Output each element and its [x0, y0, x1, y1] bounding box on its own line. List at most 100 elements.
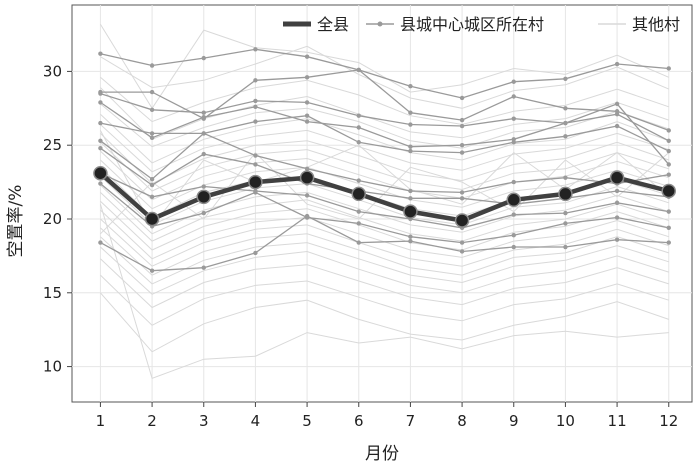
other-village-line: [100, 151, 670, 235]
urban-village-point: [666, 162, 671, 167]
urban-village-point: [149, 194, 155, 200]
other-village-line: [100, 76, 669, 126]
x-axis-title: 月份: [365, 444, 399, 464]
urban-village-point: [563, 244, 568, 250]
urban-village-line: [100, 115, 670, 154]
county-point: [661, 183, 676, 199]
urban-village-point: [356, 178, 361, 183]
urban-village-point: [459, 240, 465, 245]
urban-village-point: [356, 67, 361, 73]
urban-village-point: [511, 244, 516, 250]
urban-village-point: [304, 166, 310, 172]
urban-village-point: [511, 212, 516, 217]
urban-village-line: [100, 132, 669, 194]
urban-village-point: [201, 110, 206, 115]
urban-village-point: [666, 148, 671, 154]
urban-village-point: [98, 145, 103, 151]
urban-village-point: [98, 100, 103, 105]
county-series-line: [98, 171, 670, 223]
urban-village-point: [563, 175, 568, 180]
legend-label-other: 其他村: [632, 15, 680, 34]
x-tick-label: 4: [251, 412, 261, 430]
county-point: [506, 192, 521, 208]
urban-village-point: [459, 95, 465, 101]
urban-village-point: [563, 76, 568, 81]
urban-village-point: [666, 138, 671, 143]
other-village-line: [100, 200, 669, 251]
urban-village-point: [356, 221, 361, 226]
urban-village-point: [98, 120, 103, 126]
urban-village-point: [201, 184, 206, 189]
urban-village-point: [666, 240, 671, 245]
x-tick-label: 11: [608, 412, 627, 430]
urban-village-line: [100, 147, 669, 205]
urban-village-point: [253, 250, 258, 256]
urban-village-point: [201, 210, 206, 216]
urban-village-line: [100, 101, 670, 165]
urban-village-point: [563, 106, 568, 111]
urban-village-lines: [98, 47, 671, 273]
county-point: [454, 213, 470, 228]
county-point: [299, 170, 315, 185]
urban-village-point: [563, 134, 568, 139]
urban-village-point: [356, 209, 361, 214]
urban-village-point: [304, 193, 310, 198]
urban-village-point: [149, 63, 155, 68]
urban-village-point: [253, 47, 258, 52]
other-village-line: [100, 45, 669, 109]
other-village-line: [100, 236, 669, 285]
urban-village-point: [563, 120, 568, 126]
urban-village-point: [98, 51, 103, 56]
other-village-line: [100, 258, 669, 309]
legend-marker-urban: [377, 21, 383, 27]
urban-village-point: [253, 162, 258, 167]
urban-village-point: [563, 221, 568, 226]
other-village-line: [99, 204, 669, 380]
grid: [72, 5, 692, 402]
x-tick-label: 10: [556, 412, 575, 430]
other-village-line: [100, 175, 669, 226]
x-tick-label: 12: [659, 412, 678, 430]
urban-village-point: [149, 89, 155, 95]
urban-village-point: [563, 210, 568, 216]
urban-village-point: [149, 176, 155, 182]
urban-village-point: [459, 150, 465, 155]
urban-village-point: [98, 181, 103, 186]
other-village-line: [100, 87, 669, 140]
county-point: [351, 186, 366, 202]
urban-village-line: [100, 48, 669, 99]
y-tick-label: 15: [43, 284, 62, 302]
y-tick-label: 20: [43, 210, 62, 228]
urban-village-point: [459, 117, 465, 123]
legend-label-county: 全县: [317, 15, 349, 34]
urban-village-line: [100, 69, 670, 132]
other-village-line: [100, 246, 669, 295]
urban-village-point: [511, 94, 516, 99]
county-point: [609, 170, 625, 185]
other-village-line: [100, 133, 669, 185]
x-tick-label: 8: [457, 412, 467, 430]
x-tick-label: 2: [147, 412, 157, 430]
county-point: [403, 204, 418, 219]
urban-village-point: [614, 188, 620, 194]
other-village-line: [99, 23, 669, 110]
urban-village-point: [98, 240, 103, 245]
urban-village-point: [614, 237, 620, 242]
urban-village-point: [356, 125, 361, 130]
urban-village-point: [459, 196, 465, 201]
urban-village-line: [100, 215, 669, 272]
urban-village-point: [614, 61, 620, 67]
urban-village-point: [511, 140, 516, 145]
urban-village-point: [253, 78, 258, 83]
other-village-line: [100, 274, 669, 326]
x-tick-label: 3: [199, 412, 209, 430]
x-tick-label: 9: [509, 412, 519, 430]
other-village-line: [100, 103, 669, 149]
x-tick-label: 5: [302, 412, 312, 430]
urban-village-point: [149, 107, 155, 112]
other-village-line: [100, 150, 669, 201]
urban-village-point: [666, 66, 671, 71]
urban-village-point: [356, 113, 361, 118]
y-tick-label: 30: [43, 62, 62, 80]
